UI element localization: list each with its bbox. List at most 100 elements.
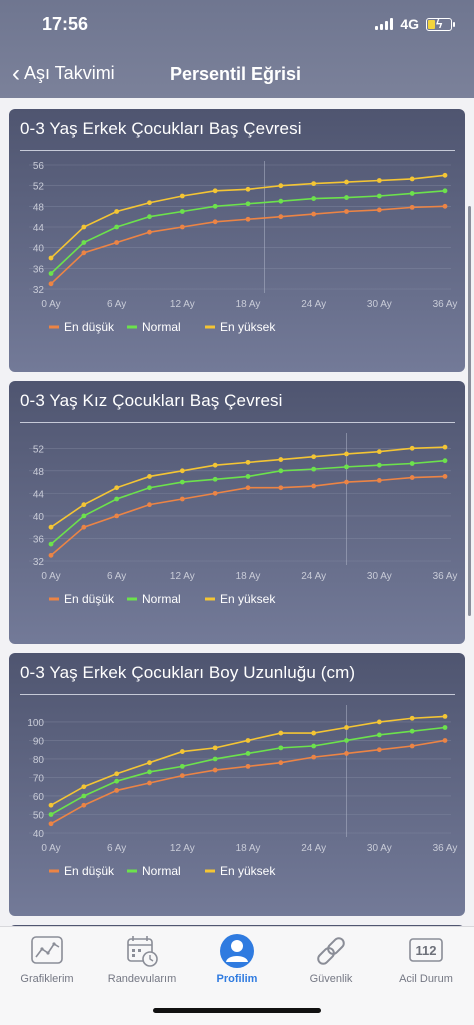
data-point (212, 756, 218, 762)
card-title: 0-3 Yaş Kız Çocukları Baş Çevresi (20, 391, 283, 410)
legend-label: Normal (142, 592, 181, 606)
x-tick-label: 18 Ay (236, 571, 261, 582)
data-point (81, 513, 87, 519)
y-tick-label: 48 (33, 202, 45, 213)
data-point (278, 468, 284, 474)
tab-grafiklerim[interactable]: Grafiklerim (0, 933, 94, 985)
series-line (50, 459, 446, 545)
data-point (311, 196, 317, 201)
chart-card-partial (9, 925, 465, 926)
card-title: 0-3 Yaş Erkek Çocukları Boy Uzunluğu (cm… (20, 663, 356, 682)
data-point (442, 725, 448, 730)
status-indicators: 4G ϟ (375, 16, 455, 32)
data-point (344, 195, 349, 200)
data-point (114, 240, 120, 245)
x-tick-label: 30 Ay (367, 299, 392, 310)
data-point (245, 459, 251, 465)
tab-profilim[interactable]: Profilim (190, 933, 284, 985)
data-point (344, 464, 349, 470)
y-tick-label: 48 (33, 467, 45, 478)
y-tick-label: 80 (33, 755, 45, 766)
x-tick-label: 18 Ay (236, 843, 261, 854)
chain-link-icon (317, 937, 345, 965)
x-tick-label: 30 Ay (367, 843, 392, 854)
chevron-left-icon: ‹ (12, 59, 20, 87)
data-point (179, 773, 185, 779)
chart-card: 0-3 Yaş Kız Çocukları Baş Çevresi 32 36 40… (9, 381, 465, 644)
signal-icon (375, 18, 394, 30)
network-label: 4G (400, 16, 419, 32)
data-point (344, 451, 349, 457)
data-point (48, 552, 54, 558)
y-tick-label: 70 (33, 773, 45, 784)
line-chart-boys-head: 32 36 40 44 48 52 56 0 Ay 6 Ay 12 Ay 18 Ay 24 Ay 30 … (29, 161, 457, 334)
tab-guvenlik[interactable]: Güvenlik (284, 933, 378, 985)
back-label: Aşı Takvimi (24, 63, 115, 83)
data-point (344, 479, 349, 485)
series-line (50, 715, 446, 806)
data-point (114, 496, 120, 502)
tab-label: Güvenlik (309, 973, 353, 985)
data-point (442, 474, 448, 479)
x-tick-label: 12 Ay (170, 843, 195, 854)
calendar-clock-icon (127, 936, 158, 967)
data-point (212, 188, 218, 194)
legend-label: Normal (142, 320, 181, 334)
x-tick-label: 36 Ay (433, 843, 458, 854)
data-point (311, 754, 317, 760)
legend-label: En yüksek (220, 320, 276, 334)
tab-label: Profilim (216, 973, 258, 985)
tab-acil-durum[interactable]: 112 Acil Durum (379, 933, 473, 985)
data-point (81, 240, 87, 245)
x-tick-label: 6 Ay (107, 843, 126, 854)
data-point (48, 271, 54, 276)
data-point (245, 763, 251, 769)
data-point (48, 281, 54, 287)
data-point (409, 204, 415, 210)
tab-label: Grafiklerim (20, 973, 74, 985)
scrollbar[interactable] (468, 206, 471, 616)
y-tick-label: 40 (33, 244, 45, 255)
chart-list[interactable]: 0-3 Yaş Erkek Çocukları Baş Çevresi 32 36… (0, 98, 474, 926)
data-point (114, 209, 120, 214)
legend-label: En düşük (64, 864, 115, 878)
data-point (344, 738, 349, 743)
data-point (344, 209, 349, 214)
legend-label: En düşük (64, 320, 115, 334)
chart-card: 0-3 Yaş Erkek Çocukları Baş Çevresi 32 36… (9, 109, 465, 372)
x-tick-label: 0 Ay (41, 571, 60, 582)
data-point (409, 715, 415, 721)
y-tick-label: 100 (27, 718, 44, 729)
y-tick-label: 36 (33, 534, 45, 545)
data-point (409, 728, 415, 734)
legend-label: En düşük (64, 592, 115, 606)
data-point (48, 812, 54, 817)
data-point (212, 462, 218, 468)
data-point (278, 760, 284, 766)
y-tick-label: 50 (33, 810, 45, 821)
data-point (245, 474, 251, 479)
data-point (245, 485, 251, 491)
data-point (48, 524, 54, 530)
data-point (311, 211, 317, 217)
data-point (442, 203, 448, 209)
data-point (442, 458, 448, 464)
data-point (114, 513, 120, 519)
tab-randevularim[interactable]: Randevularım (95, 933, 189, 985)
data-point (409, 461, 415, 466)
divider (20, 694, 455, 695)
line-chart-boys-height: 40 50 60 70 80 90 100 0 Ay 6 Ay 12 Ay 18 Ay 24 Ay 30… (27, 705, 458, 878)
data-point (344, 179, 349, 185)
data-point (442, 714, 448, 719)
data-point (376, 462, 382, 468)
x-tick-label: 30 Ay (367, 571, 392, 582)
legend-label: En yüksek (220, 864, 276, 878)
data-point (48, 802, 54, 808)
data-point (147, 780, 152, 786)
data-point (147, 229, 152, 235)
y-tick-label: 44 (33, 489, 45, 500)
emergency-number: 112 (416, 943, 437, 958)
data-point (147, 485, 152, 491)
back-button[interactable]: ‹ Aşı Takvimi (12, 59, 115, 87)
x-tick-label: 6 Ay (107, 299, 126, 310)
